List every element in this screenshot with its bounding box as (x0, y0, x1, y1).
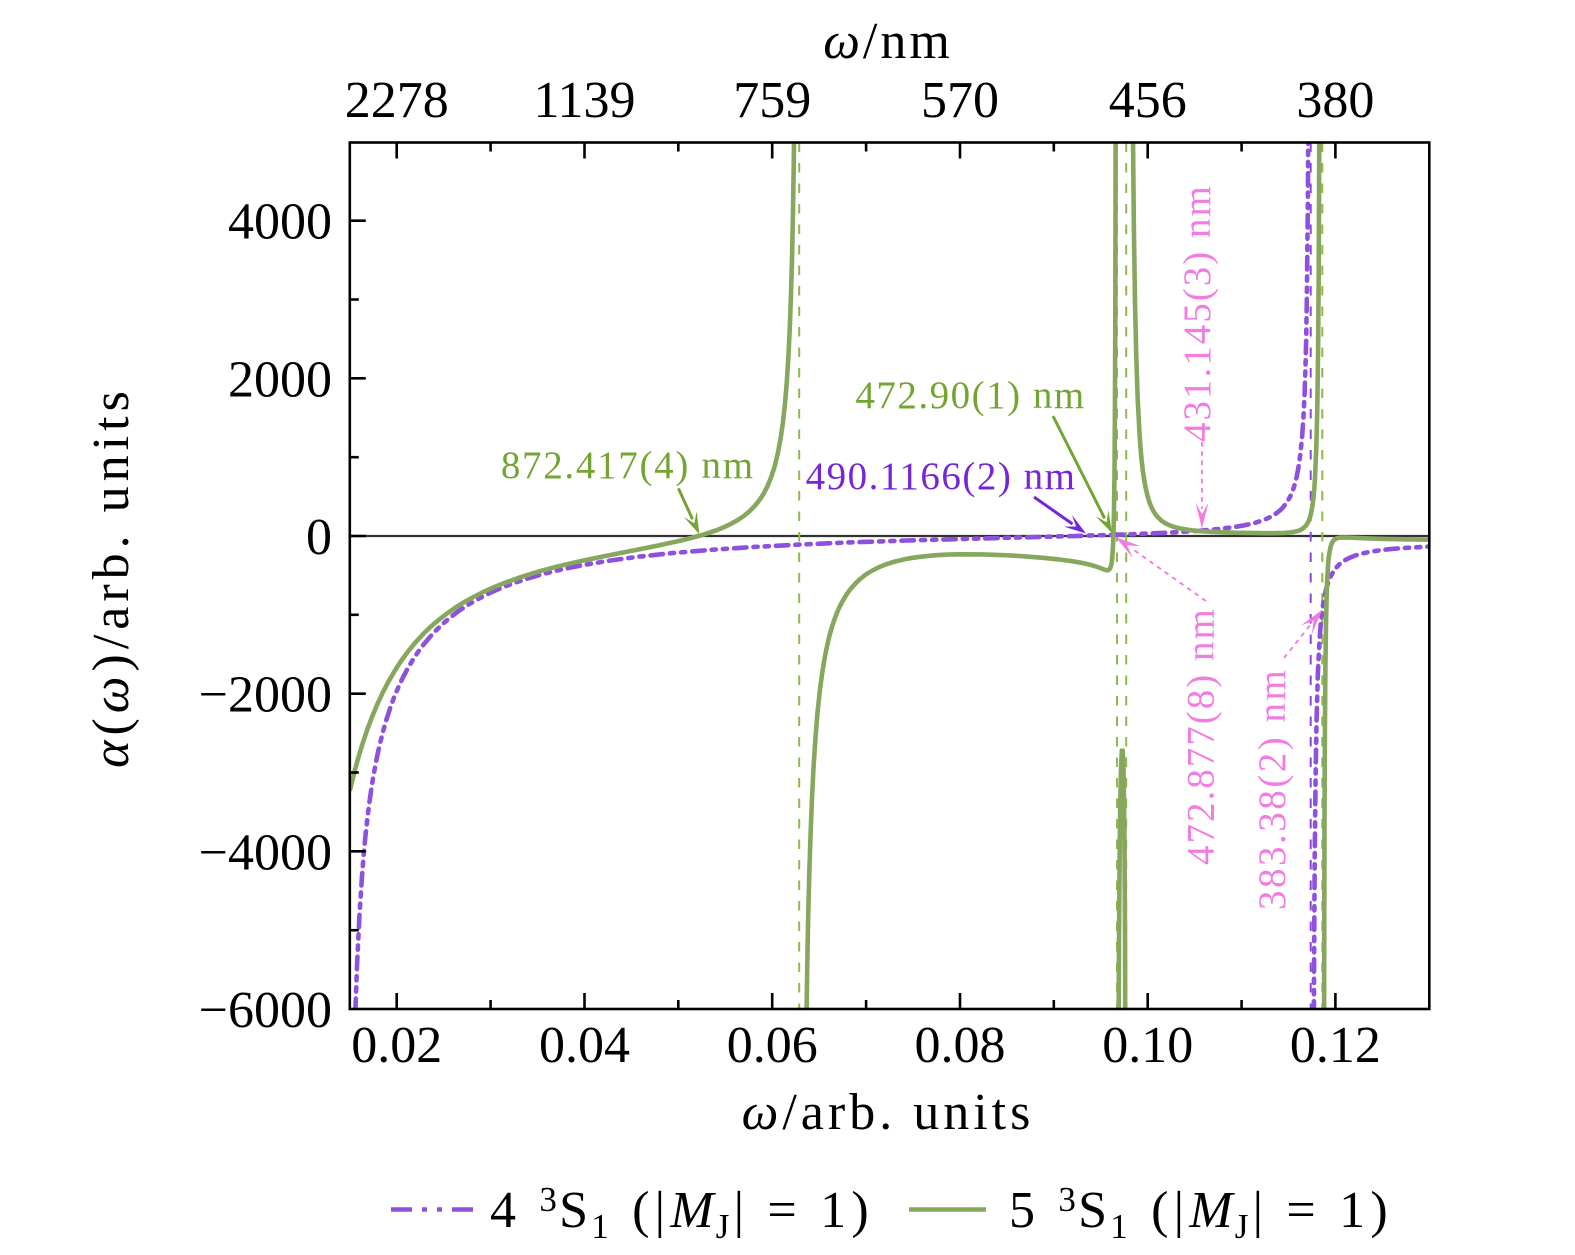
svg-text:383.38(2) nm: 383.38(2) nm (1251, 668, 1294, 910)
svg-text:872.417(4) nm: 872.417(4) nm (501, 444, 755, 487)
svg-text:570: 570 (921, 72, 999, 129)
svg-text:490.1166(2) nm: 490.1166(2) nm (806, 455, 1077, 498)
svg-text:2000: 2000 (228, 351, 332, 408)
svg-text:0.02: 0.02 (351, 1017, 442, 1074)
svg-text:−4000: −4000 (199, 824, 332, 881)
svg-text:0: 0 (306, 509, 332, 566)
svg-text:0.06: 0.06 (727, 1017, 818, 1074)
svg-text:ω/arb. units: ω/arb. units (742, 1084, 1035, 1141)
svg-text:0.08: 0.08 (915, 1017, 1006, 1074)
svg-text:−6000: −6000 (199, 982, 332, 1039)
svg-text:ω/nm: ω/nm (823, 13, 953, 70)
svg-text:5 3S1 (|MJ| = 1): 5 3S1 (|MJ| = 1) (1009, 1180, 1393, 1246)
svg-text:0.04: 0.04 (539, 1017, 630, 1074)
svg-text:456: 456 (1109, 72, 1187, 129)
svg-text:380: 380 (1296, 72, 1374, 129)
svg-text:0.12: 0.12 (1290, 1017, 1381, 1074)
svg-text:0.10: 0.10 (1102, 1017, 1193, 1074)
svg-text:472.90(1) nm: 472.90(1) nm (855, 374, 1085, 417)
svg-text:4000: 4000 (228, 194, 332, 251)
svg-text:431.145(3) nm: 431.145(3) nm (1176, 184, 1219, 442)
svg-text:759: 759 (733, 72, 811, 129)
svg-text:2278: 2278 (345, 72, 449, 129)
svg-text:1139: 1139 (533, 72, 635, 129)
svg-text:α(ω)/arb. units: α(ω)/arb. units (83, 386, 140, 768)
svg-text:−2000: −2000 (199, 667, 332, 724)
svg-text:472.877(8) nm: 472.877(8) nm (1180, 607, 1223, 865)
